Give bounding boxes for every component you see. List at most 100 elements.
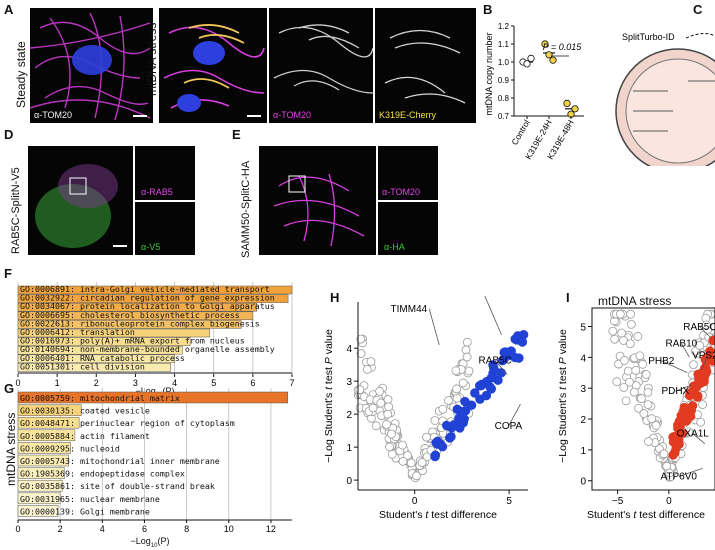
xtick-label: 0: [412, 496, 418, 507]
gene-label: PDHX: [662, 386, 690, 397]
panel-c-diagram: SplitTurbo-ID: [615, 32, 715, 166]
go-bar: [17, 391, 289, 404]
ytick-label: 5: [580, 323, 586, 334]
background-point: [430, 416, 440, 425]
xtick-label: 12: [266, 524, 276, 534]
background-point: [623, 366, 633, 376]
background-point: [355, 385, 365, 395]
background-point: [412, 471, 421, 481]
panel-g-xlabel: −Log10(P): [131, 536, 170, 549]
background-point: [664, 468, 674, 478]
ytick-label: 4: [346, 344, 352, 355]
stress-merged-svg: [163, 24, 265, 112]
steady-tom20-label: α-TOM20: [34, 110, 73, 120]
panel-h-xlabel: Student's t test difference: [379, 509, 497, 521]
background-point: [366, 357, 376, 366]
background-point: [637, 394, 646, 404]
background-point: [643, 400, 653, 410]
rab5c-merged-svg: [35, 164, 118, 248]
scale-bar: [113, 245, 127, 247]
rab5-inset: α-RAB5: [135, 146, 195, 200]
background-point: [398, 456, 408, 466]
samm50-row-label: SAMM50-SplitC-HA: [240, 160, 252, 258]
panel-b-ytick-label: 0.9: [498, 76, 510, 85]
xtick-label: 1: [55, 378, 60, 388]
highlighted-point: [481, 390, 492, 401]
go-term-label: GO:0035861: site of double-strand break: [20, 481, 215, 491]
panel-h-ylabel: −Log Student's t test P value: [323, 329, 335, 463]
panel-b-ylabel: mtDNA copy number: [484, 32, 494, 115]
go-term-label: GO:0022613: ribonucleoprotein complex bi…: [20, 318, 260, 328]
background-point: [615, 309, 625, 319]
background-point: [689, 360, 698, 370]
gene-label: OXA1L: [677, 429, 710, 440]
steady-state-image: α-TOM20: [30, 8, 153, 123]
panel-b-points: [519, 40, 579, 118]
background-point: [621, 396, 631, 406]
ytick-label: 2: [580, 415, 586, 426]
highlighted-point: [679, 406, 689, 417]
highlighted-point: [513, 331, 523, 341]
panel-f-chart: GO:0006891: intra-Golgi vesicle-mediated…: [15, 282, 295, 395]
rab5c-row-label: RAB5C-SplitN-V5: [10, 167, 22, 254]
highlighted-point: [446, 431, 456, 442]
highlighted-point: [476, 380, 486, 391]
panel-i-frame: [591, 307, 715, 491]
go-bar: [17, 354, 175, 364]
background-point: [629, 387, 639, 397]
background-point: [631, 365, 641, 375]
background-point: [444, 396, 453, 405]
panel-b-point: [563, 99, 571, 108]
ytick-label: 1: [346, 443, 352, 454]
panel-g-chart: GO:0005759: mitochondrial matrix GO:00301…: [15, 388, 292, 549]
go-term-label: GO:0006695: cholesterol biosynthetic pro…: [20, 310, 240, 320]
go-bar: [17, 294, 289, 303]
xtick-label: 8: [184, 524, 189, 534]
v5-inset-label: α-V5: [141, 242, 161, 252]
highlighted-point: [708, 335, 715, 346]
panel-i-highlighted-points: [668, 335, 715, 460]
ha-inset-label: α-HA: [384, 242, 405, 252]
background-point: [376, 398, 386, 408]
ytick-label: 3: [580, 384, 586, 395]
highlighted-point: [431, 437, 441, 448]
panel-label-g: G: [4, 381, 15, 396]
background-point: [452, 393, 462, 403]
panel-h-ticks: 0 5 0 1 2 3 4: [346, 344, 512, 507]
highlighted-point: [705, 346, 715, 356]
highlighted-point: [669, 433, 680, 443]
xtick-label: 7: [289, 378, 294, 388]
leader-line: [701, 355, 709, 370]
highlighted-point: [691, 382, 702, 392]
go-bar: [17, 442, 71, 454]
panel-label-h: H: [330, 290, 340, 305]
stress-tom20-svg: [273, 24, 373, 94]
xtick-label: 4: [172, 378, 177, 388]
leader-line: [675, 384, 692, 392]
go-bar: [17, 302, 258, 312]
panel-b-ytick-label: 1.2: [498, 22, 510, 31]
background-point: [422, 432, 431, 442]
background-point: [695, 341, 705, 350]
leader-line: [484, 296, 502, 336]
highlighted-point: [673, 423, 683, 434]
background-point: [608, 326, 618, 336]
highlighted-point: [681, 416, 692, 426]
background-point: [626, 319, 636, 329]
highlighted-point: [486, 384, 497, 394]
xtick-label: 5: [506, 496, 512, 507]
go-bar: [17, 328, 211, 338]
ytick-label: 2: [346, 410, 352, 421]
gene-label: TOMM40: [463, 296, 505, 299]
panel-i-leader-lines: [661, 326, 713, 477]
background-point: [659, 449, 669, 459]
splitturbo-pointer: [685, 32, 715, 39]
stress-merged-image: [159, 8, 267, 123]
panel-b-pvalue: P = 0.015: [543, 42, 582, 52]
go-term-label: GO:0016973: poly(A)+ mRNA export from nu…: [20, 336, 245, 346]
xtick-label: 10: [224, 524, 234, 534]
panel-b-point: [527, 54, 535, 63]
background-point: [375, 386, 384, 396]
background-point: [362, 364, 372, 374]
